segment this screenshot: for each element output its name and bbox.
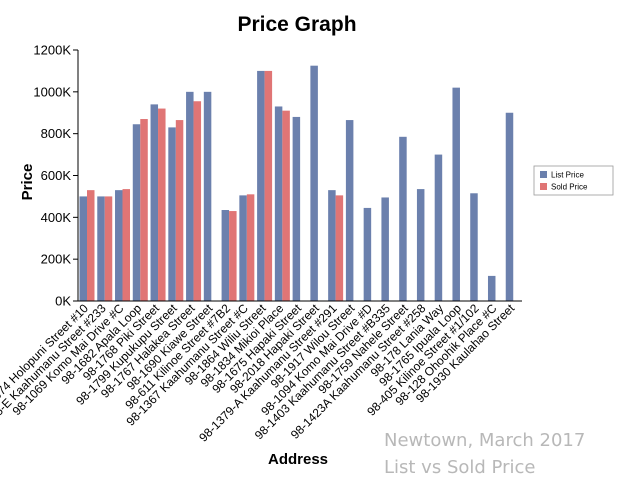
bar-list-price xyxy=(487,275,496,301)
bar-list-price xyxy=(203,91,212,301)
bar-list-price xyxy=(416,189,425,301)
bar-list-price xyxy=(328,190,336,301)
bar-list-price xyxy=(79,196,87,301)
y-tick-label: 1000K xyxy=(33,84,71,99)
bar-sold-price xyxy=(229,211,237,301)
y-axis-ticks: 0K 200K 400K 600K 800K 1000K 1200K xyxy=(33,43,78,309)
bar-list-price xyxy=(470,193,478,301)
bar-list-price xyxy=(97,196,105,301)
bar-sold-price xyxy=(282,110,290,302)
y-tick-label: 600K xyxy=(41,168,72,183)
legend-swatch-list-price xyxy=(540,171,547,178)
y-tick-label: 800K xyxy=(41,126,72,141)
bar-list-price xyxy=(399,136,407,301)
bar-list-price xyxy=(274,106,283,301)
bar-sold-price xyxy=(335,195,344,301)
bar-sold-price xyxy=(158,108,166,301)
bar-list-price xyxy=(452,87,460,302)
bar-list-price xyxy=(345,120,354,301)
legend-box xyxy=(533,165,614,196)
bar-sold-price xyxy=(264,70,273,302)
watermark-line-2: List vs Sold Price xyxy=(384,457,535,478)
bar-list-price xyxy=(505,112,514,301)
x-axis-title: Address xyxy=(268,451,328,468)
bar-list-price xyxy=(132,124,141,301)
bar-list-price xyxy=(186,91,194,301)
y-tick-label: 1200K xyxy=(33,43,71,58)
bar-sold-price xyxy=(104,196,113,301)
bar-list-price xyxy=(239,195,247,301)
bars-group xyxy=(79,65,514,302)
bar-sold-price xyxy=(246,194,255,301)
bar-list-price xyxy=(363,207,372,301)
bar-sold-price xyxy=(122,189,131,301)
bar-list-price xyxy=(150,104,159,301)
bar-sold-price xyxy=(87,190,95,301)
bar-sold-price xyxy=(193,101,202,301)
legend-label-sold-price: Sold Price xyxy=(551,183,588,192)
bar-list-price xyxy=(292,116,301,301)
legend-swatch-sold-price xyxy=(540,183,547,190)
bar-list-price xyxy=(434,154,443,301)
bar-sold-price xyxy=(140,119,148,302)
y-tick-label: 400K xyxy=(41,210,72,225)
legend: List Price Sold Price xyxy=(533,165,614,196)
y-tick-label: 0K xyxy=(55,294,71,309)
y-tick-label: 200K xyxy=(41,252,72,267)
bar-list-price xyxy=(221,210,230,301)
y-axis-title: Price xyxy=(19,164,36,201)
bar-list-price xyxy=(115,190,123,301)
bar-list-price xyxy=(310,65,318,301)
watermark-line-1: Newtown, March 2017 xyxy=(384,430,585,451)
bar-list-price xyxy=(381,197,389,301)
bar-list-price xyxy=(257,70,265,302)
bar-list-price xyxy=(168,127,176,302)
bar-sold-price xyxy=(175,120,184,301)
legend-label-list-price: List Price xyxy=(551,171,584,180)
chart-title: Price Graph xyxy=(237,13,356,36)
